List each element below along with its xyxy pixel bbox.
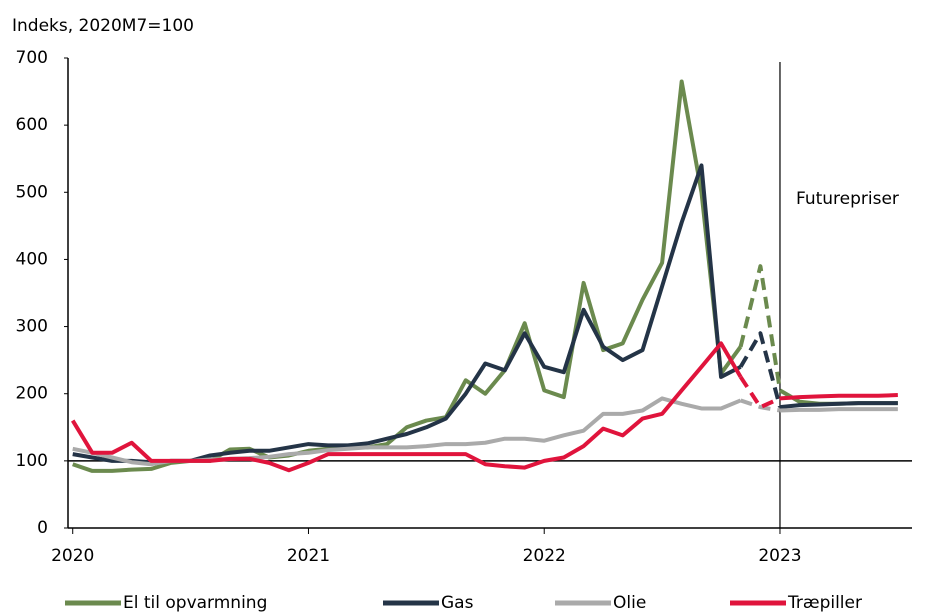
series-line: [738, 264, 782, 391]
series-line: [738, 331, 782, 408]
series-line: [71, 341, 743, 473]
x-tick-label: 2020: [51, 546, 94, 566]
y-tick-label: 700: [16, 48, 48, 68]
y-tick-label: 400: [16, 249, 48, 269]
y-tick-label: 600: [16, 115, 48, 135]
series-line: [779, 401, 898, 410]
series-line: [739, 398, 781, 413]
legend-label: Gas: [441, 593, 474, 613]
series-line: [72, 163, 742, 465]
y-tick-label: 100: [16, 451, 48, 471]
futures-label: Futurepriser: [796, 189, 899, 209]
y-axis-label: Indeks, 2020M7=100: [12, 16, 194, 36]
y-tick-label: 0: [37, 518, 48, 538]
legend-label: El til opvarmning: [123, 593, 267, 613]
x-tick-label: 2021: [287, 546, 330, 566]
y-tick-label: 500: [16, 182, 48, 202]
y-tick-label: 300: [16, 317, 48, 337]
x-tick-label: 2022: [523, 546, 566, 566]
legend-label: Olie: [613, 593, 646, 613]
legend-label: Træpiller: [787, 593, 862, 613]
series-line: [779, 407, 898, 413]
x-tick-label: 2023: [758, 546, 801, 566]
y-tick-label: 200: [16, 384, 48, 404]
series-line: [779, 393, 898, 401]
